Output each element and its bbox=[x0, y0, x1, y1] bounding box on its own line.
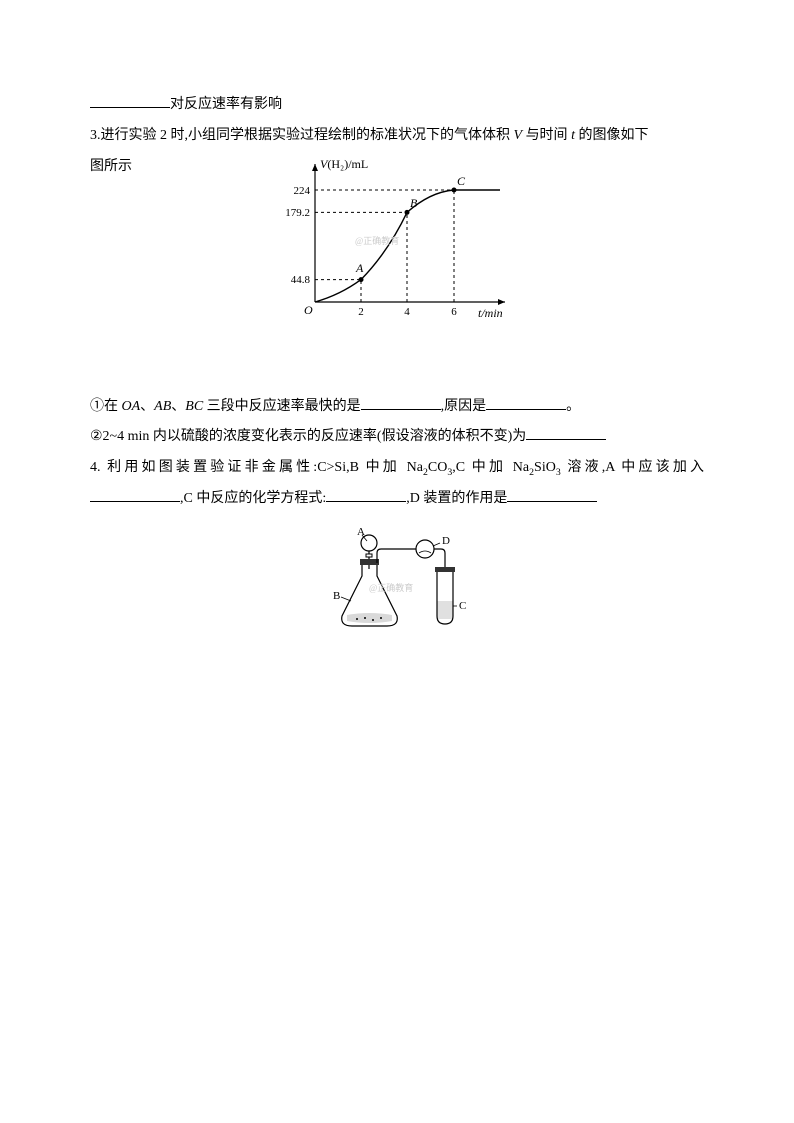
q4-e: 溶液,A 中应该加入 bbox=[561, 460, 704, 475]
q3s1-c: ,原因是 bbox=[441, 399, 487, 414]
q3-text-c: 的图像如下 bbox=[575, 128, 649, 143]
q4-d: SiO bbox=[534, 460, 556, 475]
blank-rate bbox=[526, 424, 606, 440]
bulb-D bbox=[416, 540, 434, 558]
apparatus-diagram: A B C D @正确教育 bbox=[307, 521, 487, 651]
x-axis-arrow bbox=[498, 299, 505, 305]
tube-liquid bbox=[437, 601, 453, 619]
seg-BC: BC bbox=[185, 399, 203, 414]
blank-equation bbox=[326, 486, 406, 502]
prev-question-fragment: 对反应速率有影响 bbox=[90, 90, 704, 121]
volume-time-chart: V(H₂)/mL t/min O 44.8 179.2 224 2 4 6 bbox=[260, 152, 520, 322]
xtick-2: 6 bbox=[451, 306, 457, 318]
q4-line2: ,C 中反应的化学方程式: ,D 装置的作用是 bbox=[90, 484, 704, 515]
q4l2-a: ,C 中反应的化学方程式: bbox=[180, 491, 326, 506]
text-fragment: 对反应速率有影响 bbox=[170, 97, 282, 112]
blank-fastest bbox=[361, 393, 441, 409]
q3s1-d: 。 bbox=[566, 399, 580, 414]
origin-label: O bbox=[304, 303, 313, 317]
blank-A-add bbox=[90, 486, 180, 502]
q3-sub1: ①在 OA、AB、BC 三段中反应速率最快的是,原因是。 bbox=[90, 392, 704, 423]
q3s2-a: ②2~4 min 内以硫酸的浓度变化表示的反应速率(假设溶液的体积不变)为 bbox=[90, 429, 526, 444]
seg-AB: AB bbox=[154, 399, 171, 414]
q3s1-a: ①在 bbox=[90, 399, 122, 414]
q4-line1: 4. 利用如图装置验证非金属性:C>Si,B 中加 Na2CO3,C 中加 Na… bbox=[90, 453, 704, 484]
label-A: A bbox=[357, 526, 365, 538]
marker-C bbox=[452, 187, 457, 192]
ytick-1: 179.2 bbox=[285, 207, 310, 219]
blank-fill bbox=[90, 92, 170, 108]
point-label-C: C bbox=[457, 174, 466, 188]
q4l2-b: ,D 装置的作用是 bbox=[406, 491, 507, 506]
q4-b: CO bbox=[428, 460, 447, 475]
y-axis-label: V(H₂)/mL bbox=[320, 157, 368, 171]
flask-contents bbox=[347, 613, 392, 623]
label-D: D bbox=[442, 535, 450, 547]
ytick-2: 224 bbox=[294, 185, 311, 197]
x-axis-label: t/min bbox=[478, 306, 503, 320]
q3s1-b: 三段中反应速率最快的是 bbox=[203, 399, 361, 414]
sep1: 、 bbox=[140, 399, 154, 414]
xtick-1: 4 bbox=[404, 306, 410, 318]
tube-1 bbox=[377, 549, 417, 563]
y-axis-arrow bbox=[312, 164, 318, 171]
q3-text-a: 3.进行实验 2 时,小组同学根据实验过程绘制的标准状况下的气体体积 bbox=[90, 128, 514, 143]
tube-stopper bbox=[435, 567, 455, 572]
q3-sub2: ②2~4 min 内以硫酸的浓度变化表示的反应速率(假设溶液的体积不变)为 bbox=[90, 422, 704, 453]
q3-text-b: 与时间 bbox=[522, 128, 571, 143]
q4-a: 4. 利用如图装置验证非金属性:C>Si,B 中加 Na bbox=[90, 460, 423, 475]
blank-D-role bbox=[507, 486, 597, 502]
ytick-0: 44.8 bbox=[291, 274, 311, 286]
point-label-B: B bbox=[410, 196, 418, 210]
seg-OA: OA bbox=[122, 399, 141, 414]
marker-A bbox=[359, 277, 364, 282]
apparatus-watermark: @正确教育 bbox=[369, 582, 413, 593]
stopper bbox=[360, 559, 379, 565]
sep2: 、 bbox=[171, 399, 185, 414]
stopcock bbox=[366, 554, 372, 557]
symbol-V: V bbox=[514, 128, 523, 143]
xtick-0: 2 bbox=[358, 306, 364, 318]
q3-intro-line2: 图所示 bbox=[90, 152, 132, 183]
point-label-A: A bbox=[355, 261, 364, 275]
label-C: C bbox=[459, 600, 466, 612]
q4-c: ,C 中加 Na bbox=[452, 460, 529, 475]
label-B: B bbox=[333, 590, 340, 602]
q3-intro: 3.进行实验 2 时,小组同学根据实验过程绘制的标准状况下的气体体积 V 与时间… bbox=[90, 121, 648, 152]
blank-reason bbox=[486, 393, 566, 409]
chart-watermark: @正确教育 bbox=[355, 235, 399, 246]
marker-B bbox=[405, 209, 410, 214]
